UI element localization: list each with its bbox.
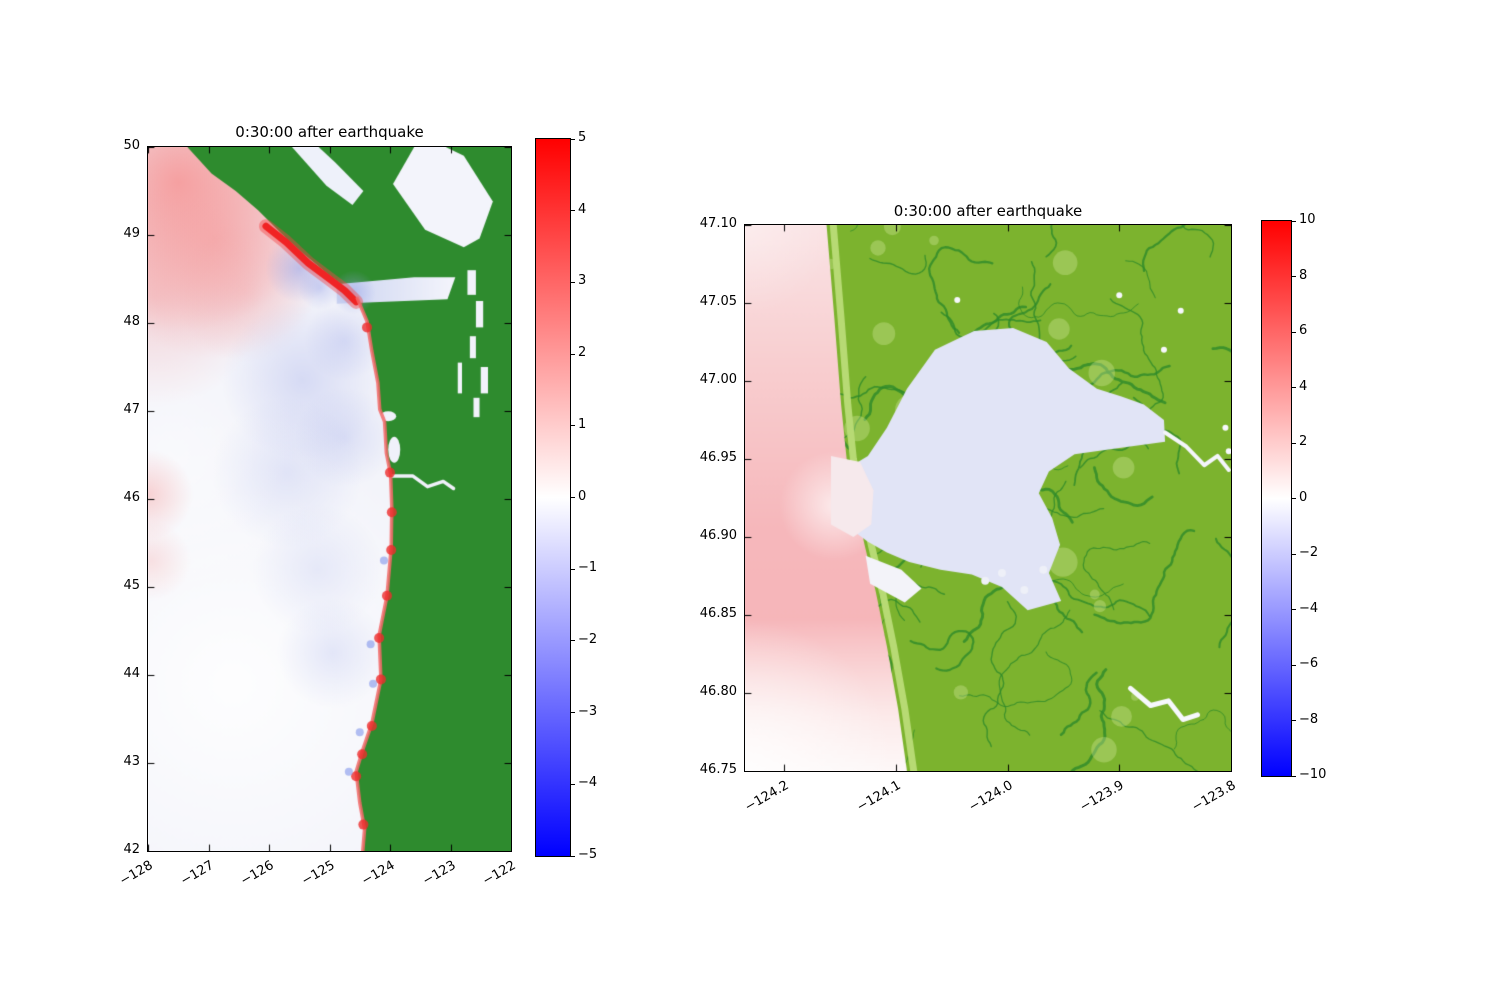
colorbar-tick-mark xyxy=(571,353,575,355)
y-tick-label: 42 xyxy=(123,842,140,857)
map-axes-overview xyxy=(147,146,512,852)
colorbar-tick-mark xyxy=(1292,553,1296,555)
colorbar-tick-label: 8 xyxy=(1299,267,1308,283)
y-tick-label: 47.00 xyxy=(699,372,737,387)
colorbar-tick-label: −4 xyxy=(578,775,598,791)
colorbar-tick-label: −2 xyxy=(578,631,598,647)
colorbar-tick-label: 0 xyxy=(1299,489,1308,505)
colorbar-tick-label: 0 xyxy=(578,488,587,504)
plot-title-overview: 0:30:00 after earthquake xyxy=(235,123,424,141)
y-tick-label: 46.85 xyxy=(699,606,737,621)
colorbar-tick-label: −6 xyxy=(1299,656,1319,671)
y-tick-label: 45 xyxy=(123,578,140,593)
colorbar-tick-mark xyxy=(1292,664,1296,666)
y-tick-label: 47 xyxy=(123,402,140,417)
colorbar-tick-label: 10 xyxy=(1299,212,1316,227)
y-tick-label: 46.95 xyxy=(699,450,737,465)
map-axes-detail xyxy=(744,224,1232,772)
x-tick-label: −124.1 xyxy=(854,778,904,816)
y-tick-label: 47.10 xyxy=(699,216,737,231)
map-canvas-detail xyxy=(745,225,1231,771)
colorbar-tick-mark xyxy=(571,138,575,140)
colorbar-tick-mark xyxy=(571,640,575,642)
colorbar-tick-mark xyxy=(1292,331,1296,333)
y-tick-label: 49 xyxy=(123,226,140,241)
colorbar-detail xyxy=(1261,220,1292,777)
y-tick-label: 50 xyxy=(123,138,140,153)
colorbar-tick-mark xyxy=(1292,720,1296,721)
x-tick-label: −123.8 xyxy=(1189,778,1239,816)
colorbar-tick-label: −10 xyxy=(1299,767,1327,782)
colorbar-tick-label: 1 xyxy=(578,416,587,432)
colorbar-tick-mark xyxy=(571,855,575,857)
y-tick-label: 46.80 xyxy=(699,684,737,699)
colorbar-tick-label: −2 xyxy=(1299,545,1319,560)
colorbar-tick-label: 2 xyxy=(1299,434,1308,449)
colorbar-tick-mark xyxy=(1292,220,1296,222)
x-tick-label: −123.9 xyxy=(1077,778,1127,816)
x-tick-label: −124.0 xyxy=(965,778,1016,816)
colorbar-tick-label: 4 xyxy=(578,201,587,217)
colorbar-tick-mark xyxy=(571,712,575,714)
colorbar-tick-mark xyxy=(1292,387,1296,388)
colorbar-tick-label: 2 xyxy=(578,345,587,361)
colorbar-tick-label: −5 xyxy=(578,847,598,862)
colorbar-tick-label: −4 xyxy=(1299,600,1319,616)
colorbar-tick-mark xyxy=(1292,775,1296,777)
x-tick-label: −124.2 xyxy=(742,778,792,816)
colorbar-tick-label: −1 xyxy=(578,560,598,576)
colorbar-tick-mark xyxy=(1292,609,1296,610)
map-canvas-overview xyxy=(148,147,511,851)
colorbar-tick-mark xyxy=(571,281,575,283)
colorbar-tick-mark xyxy=(571,425,575,427)
colorbar-tick-mark xyxy=(1292,442,1296,444)
colorbar-tick-label: −8 xyxy=(1299,711,1319,727)
colorbar-tick-mark xyxy=(1292,276,1296,277)
colorbar-tick-mark xyxy=(571,783,575,785)
colorbar-tick-label: 5 xyxy=(578,130,587,145)
colorbar-tick-label: −3 xyxy=(578,703,598,719)
y-tick-label: 46.90 xyxy=(699,528,737,543)
colorbar-tick-label: 6 xyxy=(1299,323,1308,338)
y-tick-label: 43 xyxy=(123,754,140,769)
colorbar-tick-label: 3 xyxy=(578,273,587,289)
colorbar-tick-mark xyxy=(1292,498,1296,499)
plot-title-detail: 0:30:00 after earthquake xyxy=(893,202,1083,220)
colorbar-tick-label: 4 xyxy=(1299,378,1308,394)
colorbar-overview xyxy=(535,138,571,857)
colorbar-tick-mark xyxy=(571,210,575,212)
y-tick-label: 44 xyxy=(123,666,140,681)
y-tick-label: 46 xyxy=(123,490,140,505)
y-tick-label: 47.05 xyxy=(699,294,737,309)
colorbar-tick-mark xyxy=(571,497,575,498)
colorbar-tick-mark xyxy=(571,568,575,570)
y-tick-label: 48 xyxy=(123,314,140,329)
y-tick-label: 46.75 xyxy=(699,762,737,777)
